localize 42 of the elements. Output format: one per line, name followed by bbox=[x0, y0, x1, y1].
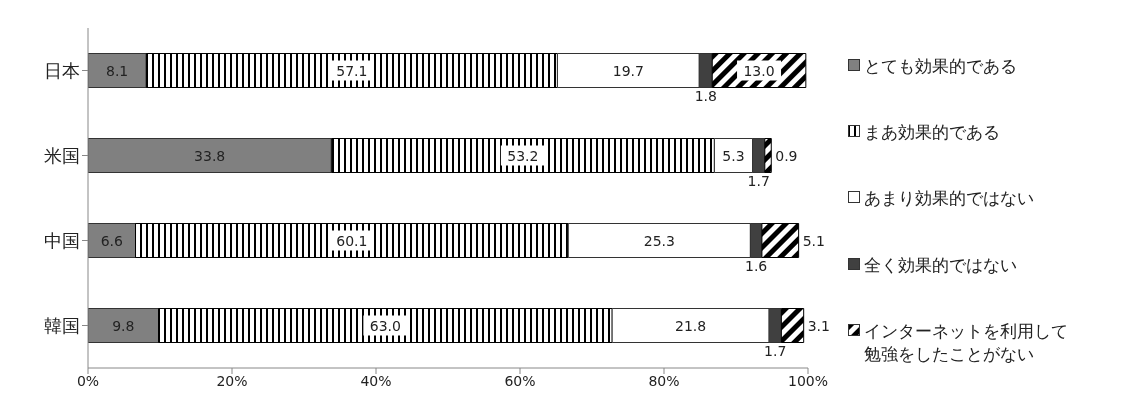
data-label: 8.1 bbox=[106, 62, 129, 79]
legend-label: とても効果的である bbox=[864, 54, 1017, 78]
x-tick-label: 20% bbox=[216, 372, 248, 389]
data-label: 63.0 bbox=[369, 317, 401, 334]
data-label: 1.7 bbox=[764, 342, 787, 359]
data-label: 1.8 bbox=[694, 87, 717, 104]
bar bbox=[330, 138, 715, 173]
data-label: 0.9 bbox=[775, 147, 798, 164]
bar bbox=[158, 308, 613, 343]
bar bbox=[764, 138, 772, 173]
legend-label: 全く効果的ではない bbox=[864, 253, 1017, 277]
x-tick-label: 0% bbox=[76, 372, 100, 389]
data-label: 5.3 bbox=[722, 147, 745, 164]
bar bbox=[145, 53, 558, 88]
x-tick-label: 60% bbox=[504, 372, 536, 389]
data-label: 25.3 bbox=[643, 232, 675, 249]
data-label: 33.8 bbox=[194, 147, 226, 164]
data-label: 21.8 bbox=[675, 317, 707, 334]
bar bbox=[135, 223, 569, 258]
x-tick-label: 40% bbox=[360, 372, 392, 389]
data-label: 13.0 bbox=[743, 62, 775, 79]
data-label: 60.1 bbox=[336, 232, 368, 249]
legend-label: あまり効果的ではない bbox=[864, 187, 1034, 211]
x-tick-label: 80% bbox=[648, 372, 680, 389]
data-label: 9.8 bbox=[112, 317, 135, 334]
legend-label: インターネットを利用して勉強をしたことがない bbox=[864, 320, 1069, 367]
y-tick-label: 日本 bbox=[44, 59, 80, 81]
data-label: 19.7 bbox=[612, 62, 644, 79]
y-tick-label: 中国 bbox=[44, 229, 80, 251]
data-label: 1.6 bbox=[745, 257, 768, 274]
y-tick-label: 米国 bbox=[44, 144, 80, 166]
y-tick-label: 韓国 bbox=[44, 314, 80, 336]
bar bbox=[780, 308, 805, 343]
data-label: 3.1 bbox=[807, 317, 830, 334]
data-label: 53.2 bbox=[507, 147, 539, 164]
data-label: 1.7 bbox=[747, 172, 770, 189]
data-label: 5.1 bbox=[802, 232, 825, 249]
bar bbox=[761, 223, 800, 258]
x-tick-label: 100% bbox=[787, 372, 829, 389]
data-label: 57.1 bbox=[336, 62, 368, 79]
data-label: 6.6 bbox=[100, 232, 123, 249]
legend-label: まあ効果的である bbox=[864, 121, 1000, 145]
